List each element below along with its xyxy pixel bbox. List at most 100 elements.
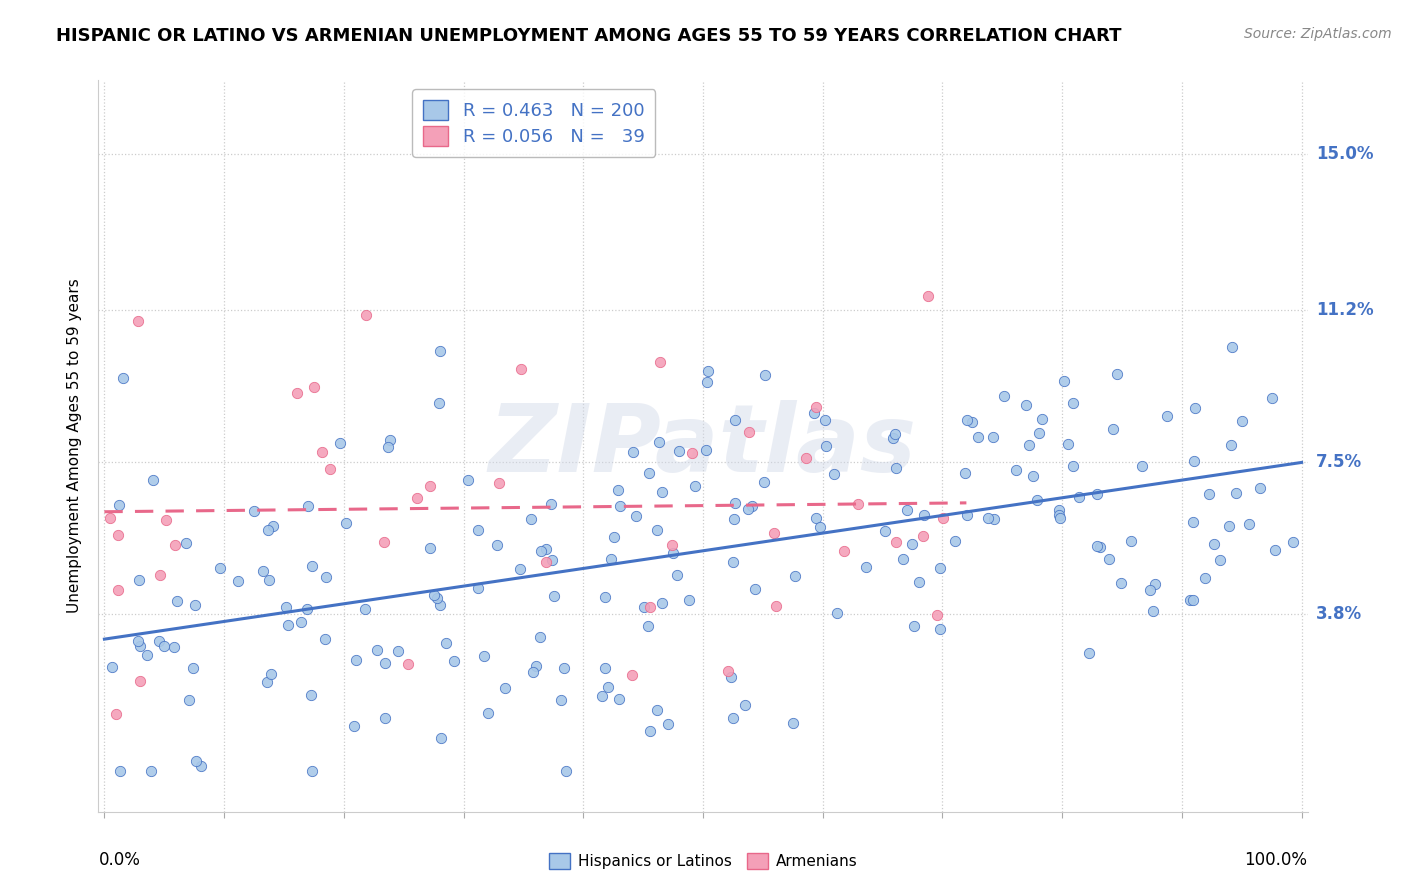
Point (884, 460, 907, 475)
Point (1085, 539, 1108, 553)
Legend: R = 0.463   N = 200, R = 0.056   N =   39: R = 0.463 N = 200, R = 0.056 N = 39 (412, 89, 655, 157)
Point (696, 375, 718, 389)
Point (377, 440, 399, 454)
Point (1264, 543, 1286, 558)
Point (806, 511, 828, 525)
Point (891, 552, 914, 566)
Point (1107, 367, 1129, 381)
Point (1005, 463, 1028, 477)
Point (911, 529, 934, 543)
Text: 100.0%: 100.0% (1244, 851, 1308, 869)
Point (794, 450, 817, 465)
Point (593, 661, 616, 675)
Point (509, 562, 531, 576)
Point (1031, 412, 1053, 426)
Point (314, 632, 336, 647)
Point (419, 479, 441, 493)
Point (932, 511, 955, 525)
Point (111, 370, 134, 384)
Point (681, 446, 703, 460)
Point (1022, 469, 1045, 483)
Text: HISPANIC OR LATINO VS ARMENIAN UNEMPLOYMENT AMONG AGES 55 TO 59 YEARS CORRELATIO: HISPANIC OR LATINO VS ARMENIAN UNEMPLOYM… (56, 27, 1122, 45)
Point (1142, 604, 1164, 618)
Point (262, 519, 284, 533)
Point (917, 289, 939, 303)
Point (925, 607, 948, 622)
Point (301, 558, 323, 573)
Point (1156, 409, 1178, 423)
Point (108, 764, 131, 778)
Point (1085, 487, 1108, 501)
Point (738, 425, 761, 439)
Point (1053, 374, 1076, 388)
Point (721, 711, 744, 725)
Point (977, 510, 1000, 524)
Point (319, 461, 342, 475)
Point (956, 508, 979, 522)
Point (536, 555, 558, 569)
Point (928, 560, 950, 574)
Point (1184, 401, 1206, 415)
Point (752, 475, 775, 489)
Point (1198, 487, 1220, 501)
Point (981, 430, 1004, 444)
Point (908, 574, 931, 589)
Point (697, 364, 720, 378)
Point (678, 592, 700, 607)
Point (983, 512, 1005, 526)
Point (1139, 582, 1161, 597)
Point (1182, 454, 1205, 468)
Legend: Hispanics or Latinos, Armenians: Hispanics or Latinos, Armenians (543, 847, 863, 875)
Point (429, 344, 451, 359)
Point (128, 573, 150, 587)
Text: 7.5%: 7.5% (1316, 453, 1362, 472)
Point (555, 764, 578, 778)
Point (297, 499, 319, 513)
Point (1049, 508, 1071, 522)
Point (226, 574, 249, 589)
Point (785, 568, 807, 582)
Point (1208, 552, 1230, 566)
Text: ZIPatlas: ZIPatlas (489, 400, 917, 492)
Point (387, 644, 409, 658)
Point (929, 622, 952, 636)
Point (429, 731, 451, 745)
Point (148, 633, 170, 648)
Point (1088, 541, 1111, 555)
Point (803, 406, 825, 420)
Point (520, 511, 543, 525)
Point (135, 648, 157, 662)
Point (142, 473, 165, 487)
Point (882, 431, 904, 445)
Point (602, 530, 624, 544)
Point (252, 564, 274, 578)
Point (1018, 438, 1040, 452)
Point (329, 436, 352, 450)
Point (724, 413, 747, 427)
Point (335, 516, 357, 531)
Point (600, 551, 623, 566)
Point (165, 538, 187, 552)
Point (598, 680, 620, 694)
Point (163, 640, 186, 654)
Point (373, 535, 395, 549)
Point (804, 400, 827, 414)
Point (1220, 340, 1243, 354)
Point (960, 416, 983, 430)
Point (1182, 592, 1205, 607)
Point (621, 445, 644, 459)
Point (648, 355, 671, 369)
Point (884, 534, 907, 549)
Point (285, 385, 308, 400)
Point (1261, 391, 1284, 405)
Point (662, 546, 685, 560)
Point (354, 308, 377, 322)
Point (741, 500, 763, 514)
Point (855, 559, 877, 574)
Point (315, 570, 337, 584)
Point (638, 599, 661, 614)
Point (419, 541, 441, 555)
Point (1218, 519, 1240, 533)
Point (107, 528, 129, 542)
Point (524, 658, 547, 673)
